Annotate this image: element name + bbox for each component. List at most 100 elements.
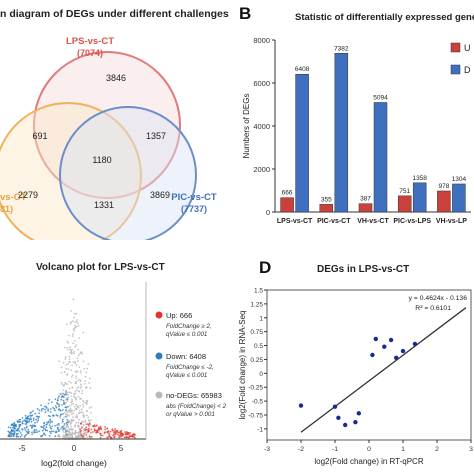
volcano-point: [21, 428, 23, 430]
volcano-point: [86, 403, 88, 406]
volcano-point: [64, 432, 67, 434]
volcano-point: [129, 432, 132, 434]
scatter-chart: -1 -0.75 -0.5 -0.25 0 0.25 0.5 0.75 1 1.25 1.5 -3 -2…: [238, 288, 473, 467]
set-label-pic: PIC-vs-CT: [171, 192, 217, 203]
volcano-point: [92, 431, 94, 433]
volcano-point: [86, 400, 89, 403]
bar-ytick-label: 2000: [253, 165, 270, 174]
bar-data-label: 6408: [295, 66, 310, 73]
volcano-point: [18, 430, 21, 432]
volcano-point: [76, 319, 79, 321]
volcano-point: [68, 358, 71, 361]
volcano-point: [81, 352, 84, 355]
volcano-point: [51, 420, 54, 423]
volcano-point: [98, 426, 100, 429]
bar-data-label: 387: [360, 196, 371, 203]
volcano-point: [7, 426, 10, 429]
volcano-point: [81, 392, 83, 395]
volcano-point: [76, 435, 79, 438]
volcano-point: [75, 364, 78, 366]
volcano-point: [24, 434, 27, 437]
volcano-point: [70, 434, 72, 436]
volcano-point: [122, 433, 125, 436]
scatter-xtick-label: 0: [367, 446, 371, 453]
volcano-point: [57, 435, 60, 438]
volcano-point: [21, 422, 24, 424]
volcano-point: [82, 400, 85, 403]
volcano-point: [88, 377, 91, 380]
volcano-point: [85, 371, 88, 374]
volcano-point: [67, 349, 70, 351]
volcano-point: [63, 403, 66, 406]
volcano-point: [49, 420, 52, 422]
volcano-point: [74, 396, 77, 399]
volcano-xtick-neg5: -5: [18, 444, 26, 453]
volcano-point: [12, 434, 15, 437]
volcano-point: [75, 377, 78, 380]
volcano-point: [75, 370, 77, 373]
region-lps-only: 3846: [106, 73, 126, 83]
bar-legend-swatch-1: [450, 64, 461, 75]
volcano-point: [48, 399, 51, 401]
volcano-point: [85, 423, 87, 425]
volcano-point: [69, 407, 72, 410]
volcano-point: [82, 414, 85, 417]
set-total-lps: (7074): [77, 48, 103, 58]
volcano-point: [72, 361, 75, 363]
volcano-point: [31, 414, 34, 417]
volcano-point: [88, 407, 91, 409]
volcano-point: [20, 434, 23, 436]
volcano-point: [84, 402, 87, 404]
volcano-point: [30, 425, 33, 427]
volcano-point: [67, 405, 69, 408]
volcano-point: [62, 361, 65, 364]
volcano-point: [66, 373, 69, 376]
volcano-point: [67, 425, 69, 428]
volcano-point: [52, 406, 54, 409]
bar-U-3: [397, 195, 412, 213]
volcano-point: [98, 427, 100, 430]
volcano-point: [73, 425, 76, 428]
volcano-point: [10, 434, 13, 436]
bar-D-1: [334, 53, 349, 213]
scatter-ytick-label: 1.5: [254, 288, 263, 295]
volcano-point: [73, 392, 76, 395]
volcano-point: [66, 340, 69, 343]
volcano-point: [60, 392, 63, 395]
volcano-point: [83, 415, 86, 417]
bar-ytick-label: 6000: [253, 79, 270, 88]
volcano-point: [73, 396, 75, 399]
scatter-point: [332, 404, 338, 409]
volcano-point: [84, 419, 87, 422]
volcano-point: [75, 421, 77, 424]
volcano-point: [74, 390, 77, 393]
volcano-point: [32, 419, 35, 421]
volcano-point: [59, 417, 62, 419]
volcano-point: [46, 421, 49, 424]
bar-U-2: [358, 203, 373, 213]
volcano-point: [67, 342, 69, 344]
volcano-point: [65, 382, 67, 385]
volcano-point: [73, 312, 76, 315]
volcano-point: [96, 429, 99, 432]
volcano-point: [69, 361, 71, 364]
volcano-point: [70, 428, 73, 430]
volcano-point: [75, 320, 78, 323]
region-lps-pic: 1357: [146, 131, 166, 141]
volcano-point: [77, 412, 80, 414]
volcano-point: [80, 385, 83, 388]
volcano-point: [28, 430, 30, 433]
scatter-ytick-label: 1.25: [250, 301, 263, 308]
volcano-point: [79, 428, 81, 431]
volcano-point: [68, 355, 71, 358]
legend-nodeg-l2: or qValue > 0.001: [166, 411, 215, 418]
volcano-point: [75, 375, 77, 378]
volcano-point: [26, 419, 28, 421]
bar-category-label: PIC-vs-LPS: [393, 218, 431, 225]
volcano-point: [84, 427, 86, 430]
volcano-point: [76, 414, 78, 416]
volcano-point: [40, 435, 42, 438]
volcano-point: [74, 326, 77, 329]
volcano-point: [115, 432, 118, 434]
volcano-point: [70, 369, 72, 371]
